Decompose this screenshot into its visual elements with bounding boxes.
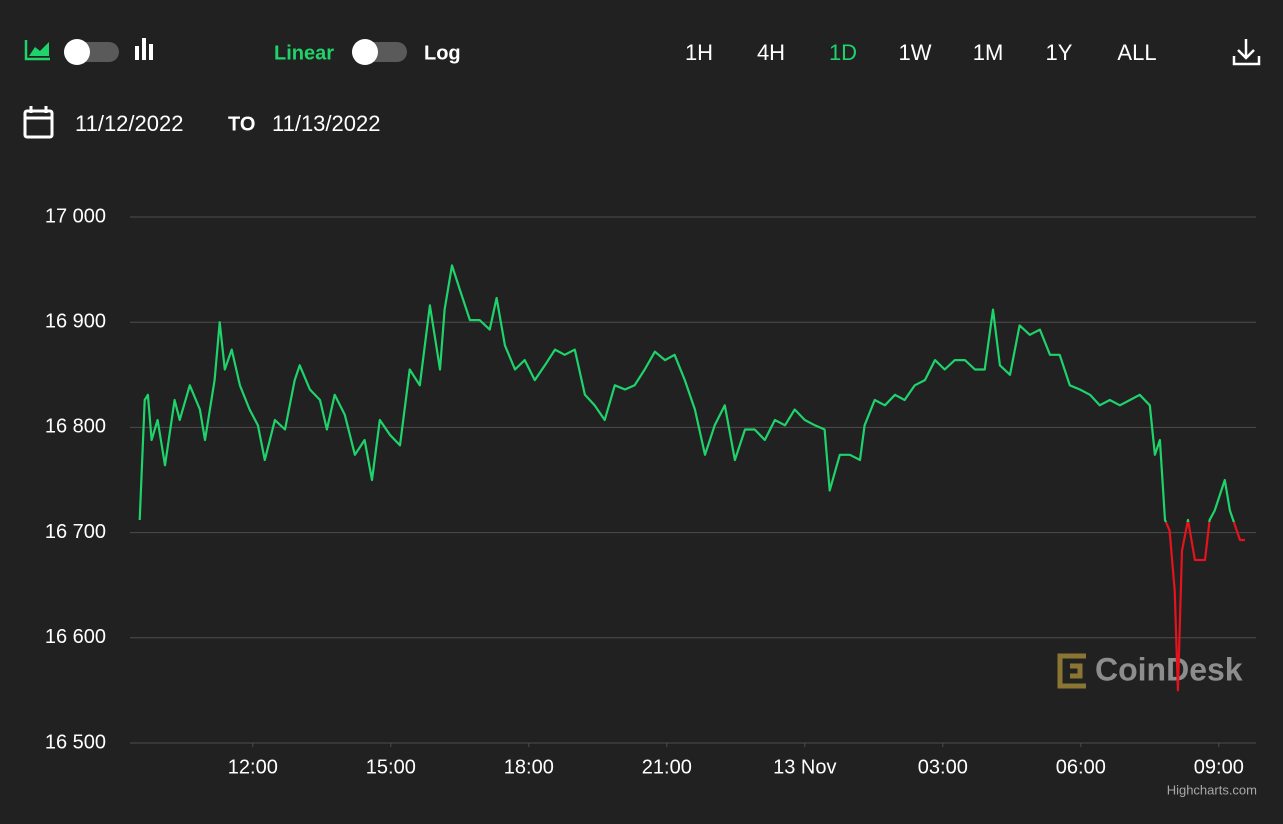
y-tick-label: 16 900 [45, 310, 106, 332]
calendar-icon[interactable] [23, 106, 54, 139]
x-tick-label: 13 Nov [773, 756, 836, 778]
price-line-below [1164, 522, 1245, 692]
date-to[interactable]: 11/13/2022 [272, 111, 380, 136]
x-tick-label: 21:00 [642, 756, 692, 778]
range-button[interactable]: 1W [899, 40, 932, 65]
range-button[interactable]: 1M [973, 40, 1004, 65]
range-button[interactable]: 1Y [1046, 40, 1073, 65]
chart-type-toggle[interactable] [64, 39, 119, 65]
x-tick-label: 06:00 [1056, 756, 1106, 778]
credits[interactable]: Highcharts.com [1167, 782, 1257, 797]
y-tick-label: 16 800 [45, 416, 106, 438]
scale-toggle[interactable] [352, 39, 407, 65]
price-line [138, 264, 1236, 523]
y-tick-label: 16 600 [45, 626, 106, 648]
bar-chart-icon[interactable] [135, 38, 153, 60]
x-tick-label: 12:00 [228, 756, 278, 778]
x-tick-label: 15:00 [366, 756, 416, 778]
range-button[interactable]: 4H [757, 40, 785, 65]
date-from[interactable]: 11/12/2022 [75, 111, 183, 136]
range-button[interactable]: 1D [829, 40, 857, 65]
scale-log[interactable]: Log [424, 42, 461, 64]
range-button[interactable]: ALL [1117, 40, 1156, 65]
date-separator: TO [228, 113, 255, 135]
area-chart-icon[interactable] [24, 40, 50, 61]
scale-linear[interactable]: Linear [274, 42, 334, 64]
download-icon[interactable] [1232, 39, 1261, 66]
watermark-text: CoinDesk [1095, 651, 1243, 687]
y-tick-label: 16 500 [45, 731, 106, 753]
x-tick-label: 03:00 [918, 756, 968, 778]
range-button[interactable]: 1H [685, 40, 713, 65]
x-tick-label: 18:00 [504, 756, 554, 778]
x-tick-label: 09:00 [1194, 756, 1244, 778]
y-tick-label: 16 700 [45, 521, 106, 543]
watermark-logo [1057, 653, 1086, 689]
y-tick-label: 17 000 [45, 205, 106, 227]
